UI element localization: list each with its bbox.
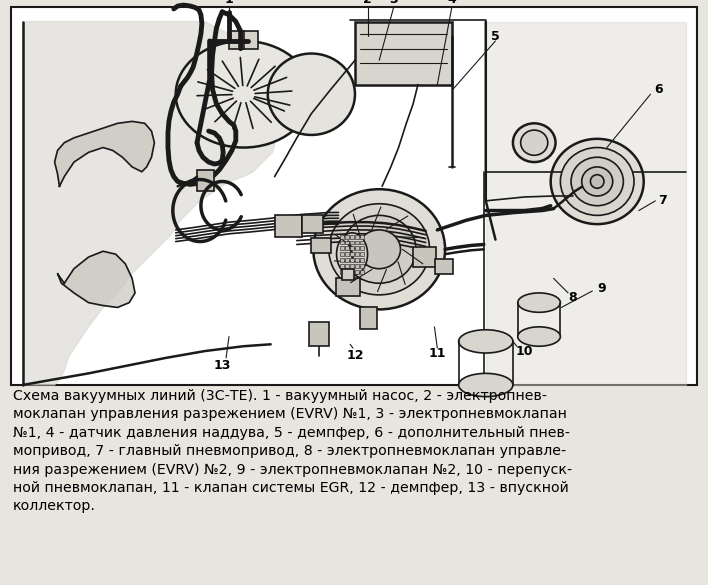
Ellipse shape xyxy=(513,123,556,162)
Ellipse shape xyxy=(343,215,416,283)
Bar xyxy=(350,235,354,239)
Text: 13: 13 xyxy=(214,359,231,372)
Text: 11: 11 xyxy=(428,347,446,360)
Bar xyxy=(350,240,354,245)
Bar xyxy=(346,235,349,239)
Polygon shape xyxy=(23,22,278,385)
Bar xyxy=(343,269,354,280)
Bar xyxy=(360,308,377,329)
Bar xyxy=(355,270,359,274)
Ellipse shape xyxy=(518,327,560,346)
Bar xyxy=(350,270,354,274)
Bar xyxy=(355,264,359,268)
Bar xyxy=(346,252,349,256)
Text: 5: 5 xyxy=(491,30,500,43)
Ellipse shape xyxy=(560,147,634,215)
Ellipse shape xyxy=(358,230,401,269)
Ellipse shape xyxy=(582,167,612,196)
Ellipse shape xyxy=(551,139,644,224)
Bar xyxy=(360,252,364,256)
Text: 9: 9 xyxy=(598,281,606,295)
Bar xyxy=(355,240,359,245)
Bar xyxy=(355,252,359,256)
Polygon shape xyxy=(57,251,135,308)
Bar xyxy=(341,270,344,274)
Bar xyxy=(360,235,364,239)
Bar xyxy=(275,215,302,237)
Text: 8: 8 xyxy=(569,291,577,304)
Text: 2: 2 xyxy=(363,0,372,6)
Bar xyxy=(197,170,215,191)
Text: 6: 6 xyxy=(654,83,663,96)
Bar xyxy=(309,322,329,346)
Bar xyxy=(350,246,354,250)
Ellipse shape xyxy=(329,204,430,295)
Bar xyxy=(360,258,364,262)
Bar xyxy=(341,258,344,262)
Bar xyxy=(355,258,359,262)
Bar xyxy=(350,252,354,256)
Polygon shape xyxy=(486,22,686,385)
Text: 3: 3 xyxy=(389,0,398,6)
Bar xyxy=(341,240,344,245)
Text: 4: 4 xyxy=(447,0,456,6)
Bar xyxy=(11,7,697,385)
Bar xyxy=(229,31,258,49)
Ellipse shape xyxy=(314,189,445,309)
Ellipse shape xyxy=(590,175,604,188)
Bar xyxy=(360,270,364,274)
Bar xyxy=(346,258,349,262)
Bar xyxy=(350,264,354,268)
Bar xyxy=(355,246,359,250)
Bar xyxy=(360,264,364,268)
Ellipse shape xyxy=(268,53,355,135)
Bar xyxy=(355,22,452,85)
Text: 7: 7 xyxy=(658,194,666,207)
Text: Схема вакуумных линий (3С-ТЕ). 1 - вакуумный насос, 2 - электропнев-
моклапан уп: Схема вакуумных линий (3С-ТЕ). 1 - вакуу… xyxy=(13,389,572,514)
Bar xyxy=(312,238,331,253)
Bar xyxy=(360,246,364,250)
Bar xyxy=(341,235,344,239)
Bar xyxy=(346,246,349,250)
Bar xyxy=(341,246,344,250)
Bar xyxy=(346,240,349,245)
Bar xyxy=(336,278,360,296)
Ellipse shape xyxy=(459,373,513,397)
Bar xyxy=(346,270,349,274)
Text: 12: 12 xyxy=(346,349,364,363)
Text: 10: 10 xyxy=(516,345,533,357)
Bar xyxy=(346,264,349,268)
Bar xyxy=(355,235,359,239)
Bar xyxy=(360,240,364,245)
Bar xyxy=(302,215,323,233)
Bar xyxy=(341,264,344,268)
Polygon shape xyxy=(55,121,154,186)
Bar xyxy=(350,258,354,262)
Ellipse shape xyxy=(571,157,623,206)
Bar xyxy=(413,247,436,267)
Ellipse shape xyxy=(176,41,312,147)
Ellipse shape xyxy=(520,130,548,155)
Bar xyxy=(435,259,453,274)
Text: 1: 1 xyxy=(224,0,234,6)
Ellipse shape xyxy=(459,330,513,353)
Bar xyxy=(341,252,344,256)
Ellipse shape xyxy=(518,293,560,312)
Ellipse shape xyxy=(336,233,367,276)
